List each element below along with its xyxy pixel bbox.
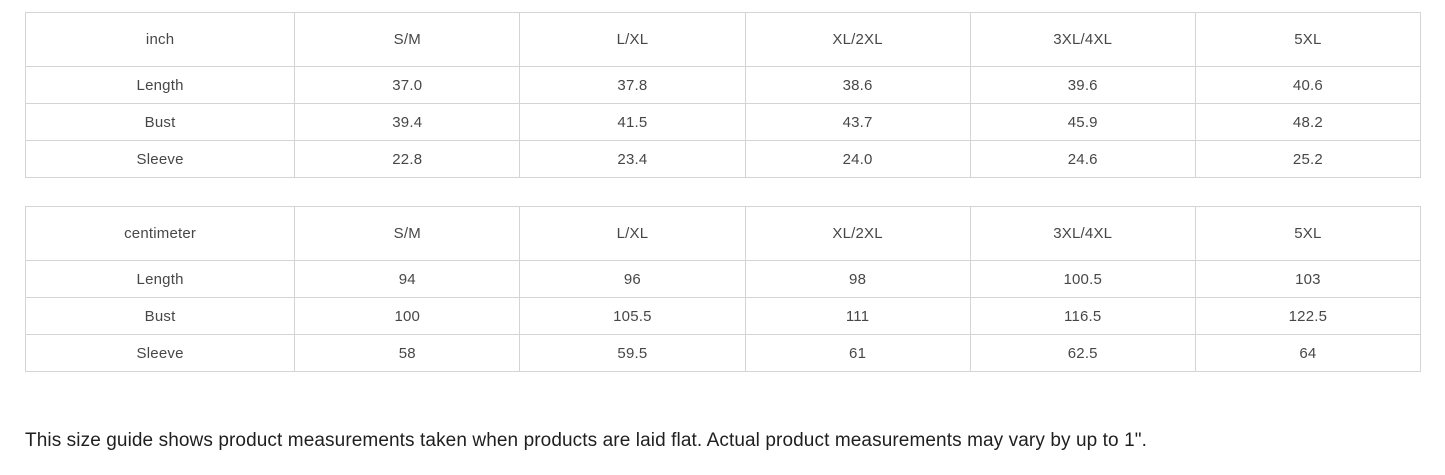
measurement-value: 61 (744, 334, 971, 372)
measurement-value: 43.7 (744, 103, 971, 141)
measurement-value: 100 (294, 297, 521, 335)
measurement-value: 94 (294, 260, 521, 298)
size-header-cell: 5XL (1194, 12, 1422, 67)
measurement-value: 116.5 (969, 297, 1196, 335)
measurement-value: 37.8 (519, 66, 746, 104)
measurement-value: 100.5 (969, 260, 1196, 298)
measurement-row: Bust 39.4 41.5 43.7 45.9 48.2 (24, 103, 1422, 141)
measurement-value: 41.5 (519, 103, 746, 141)
measurement-value: 39.4 (294, 103, 521, 141)
size-header-cell: S/M (294, 12, 521, 67)
measurement-label: Bust (24, 297, 296, 335)
measurement-value: 24.6 (969, 140, 1196, 178)
size-table-header-row: inch S/M L/XL XL/2XL 3XL/4XL 5XL (24, 12, 1422, 67)
size-header-cell: 3XL/4XL (969, 12, 1196, 67)
size-table-centimeter: centimeter S/M L/XL XL/2XL 3XL/4XL 5XL Length… (24, 206, 1422, 372)
measurement-value: 37.0 (294, 66, 521, 104)
measurement-label: Length (24, 66, 296, 104)
measurement-value: 38.6 (744, 66, 971, 104)
measurement-label: Length (24, 260, 296, 298)
measurement-row: Sleeve 22.8 23.4 24.0 24.6 25.2 (24, 140, 1422, 178)
measurement-label: Bust (24, 103, 296, 141)
size-guide-note: This size guide shows product measuremen… (25, 430, 1147, 451)
unit-header-cell: inch (24, 12, 296, 67)
measurement-value: 22.8 (294, 140, 521, 178)
measurement-value: 103 (1194, 260, 1422, 298)
measurement-value: 24.0 (744, 140, 971, 178)
measurement-row: Length 94 96 98 100.5 103 (24, 260, 1422, 298)
measurement-value: 105.5 (519, 297, 746, 335)
measurement-value: 59.5 (519, 334, 746, 372)
size-header-cell: S/M (294, 206, 521, 261)
measurement-value: 96 (519, 260, 746, 298)
size-header-cell: L/XL (519, 12, 746, 67)
measurement-row: Sleeve 58 59.5 61 62.5 64 (24, 334, 1422, 372)
measurement-value: 122.5 (1194, 297, 1422, 335)
measurement-value: 111 (744, 297, 971, 335)
size-header-cell: XL/2XL (744, 12, 971, 67)
size-header-cell: XL/2XL (744, 206, 971, 261)
measurement-value: 45.9 (969, 103, 1196, 141)
size-table-header-row: centimeter S/M L/XL XL/2XL 3XL/4XL 5XL (24, 206, 1422, 261)
measurement-label: Sleeve (24, 334, 296, 372)
size-header-cell: 3XL/4XL (969, 206, 1196, 261)
measurement-value: 48.2 (1194, 103, 1422, 141)
measurement-value: 25.2 (1194, 140, 1422, 178)
unit-header-cell: centimeter (24, 206, 296, 261)
measurement-value: 62.5 (969, 334, 1196, 372)
size-header-cell: 5XL (1194, 206, 1422, 261)
measurement-row: Length 37.0 37.8 38.6 39.6 40.6 (24, 66, 1422, 104)
measurement-value: 64 (1194, 334, 1422, 372)
size-table-inch: inch S/M L/XL XL/2XL 3XL/4XL 5XL Length 37.0 37… (24, 12, 1422, 178)
measurement-value: 58 (294, 334, 521, 372)
size-header-cell: L/XL (519, 206, 746, 261)
measurement-row: Bust 100 105.5 111 116.5 122.5 (24, 297, 1422, 335)
measurement-value: 98 (744, 260, 971, 298)
measurement-value: 23.4 (519, 140, 746, 178)
measurement-value: 40.6 (1194, 66, 1422, 104)
measurement-value: 39.6 (969, 66, 1196, 104)
measurement-label: Sleeve (24, 140, 296, 178)
